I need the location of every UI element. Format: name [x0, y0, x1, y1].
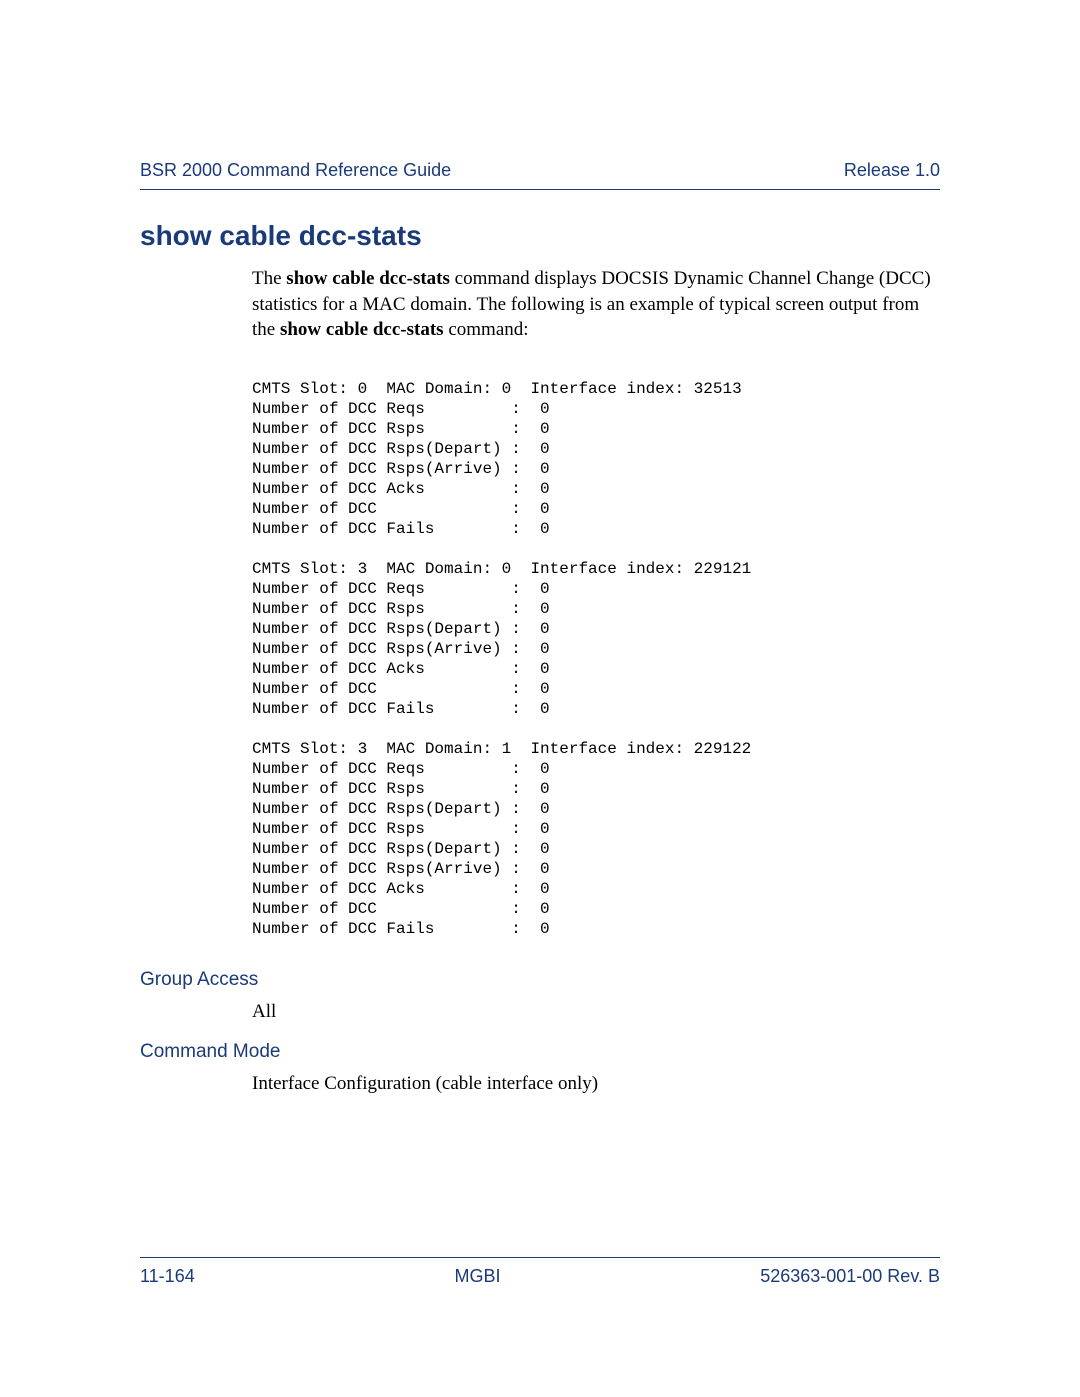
footer-rule: [140, 1257, 940, 1258]
intro-bold1: show cable dcc-stats: [286, 268, 450, 289]
intro-paragraph: The show cable dcc-stats command display…: [252, 266, 940, 343]
group-access-heading: Group Access: [140, 969, 940, 991]
footer-center: MGBI: [454, 1266, 500, 1287]
command-mode-value: Interface Configuration (cable interface…: [252, 1073, 940, 1095]
command-title: show cable dcc-stats: [140, 220, 940, 252]
page-footer: 11-164 MGBI 526363-001-00 Rev. B: [140, 1257, 940, 1287]
group-access-value: All: [252, 1001, 940, 1023]
footer-right: 526363-001-00 Rev. B: [760, 1266, 940, 1287]
header-rule: [140, 189, 940, 190]
intro-post1: command:: [444, 319, 529, 340]
page-header: BSR 2000 Command Reference Guide Release…: [140, 160, 940, 181]
command-output: CMTS Slot: 0 MAC Domain: 0 Interface ind…: [252, 379, 940, 939]
header-left: BSR 2000 Command Reference Guide: [140, 160, 451, 181]
content-block: The show cable dcc-stats command display…: [252, 266, 940, 939]
header-right: Release 1.0: [844, 160, 940, 181]
page: BSR 2000 Command Reference Guide Release…: [0, 0, 1080, 1397]
footer-left: 11-164: [140, 1266, 195, 1287]
command-mode-heading: Command Mode: [140, 1041, 940, 1063]
intro-bold2: show cable dcc-stats: [280, 319, 444, 340]
intro-pre1: The: [252, 268, 286, 289]
